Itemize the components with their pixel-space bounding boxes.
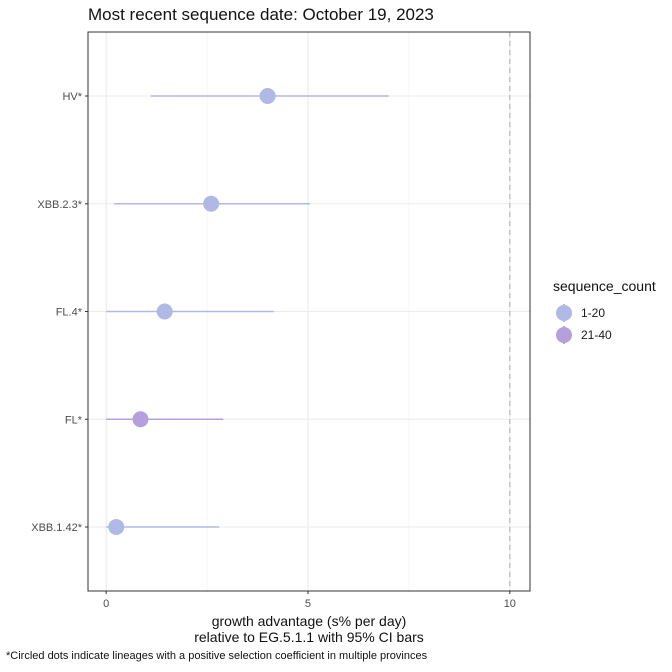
legend-title: sequence_count [553,278,656,294]
legend-key-1-20 [553,302,575,324]
caption: *Circled dots indicate lineages with a p… [6,650,428,662]
legend-item-1-20: 1-20 [553,302,656,324]
data-point [156,303,173,320]
x-axis-label-line2: relative to EG.5.1.1 with 95% CI bars [194,629,424,645]
x-tick-label: 10 [504,598,516,610]
data-point [203,195,220,212]
x-axis-label-line1: growth advantage (s% per day) [211,613,407,629]
y-tick-label: XBB.2.3* [37,199,82,211]
x-tick-label: 0 [103,598,109,610]
legend: sequence_count 1-20 21-40 [553,278,656,346]
legend-label-1-20: 1-20 [581,306,606,320]
y-tick-label: FL.4* [56,307,83,319]
y-tick-label: XBB.1.42* [31,522,82,534]
x-tick-label: 5 [305,598,311,610]
y-tick-label: FL* [65,414,83,426]
data-point [108,519,125,535]
chart-title: Most recent sequence date: October 19, 2… [88,5,434,24]
data-point [132,411,149,428]
data-point [259,88,276,104]
y-tick-label: HV* [62,91,82,103]
legend-key-21-40 [553,324,575,346]
legend-label-21-40: 21-40 [581,328,612,342]
legend-item-21-40: 21-40 [553,324,656,346]
